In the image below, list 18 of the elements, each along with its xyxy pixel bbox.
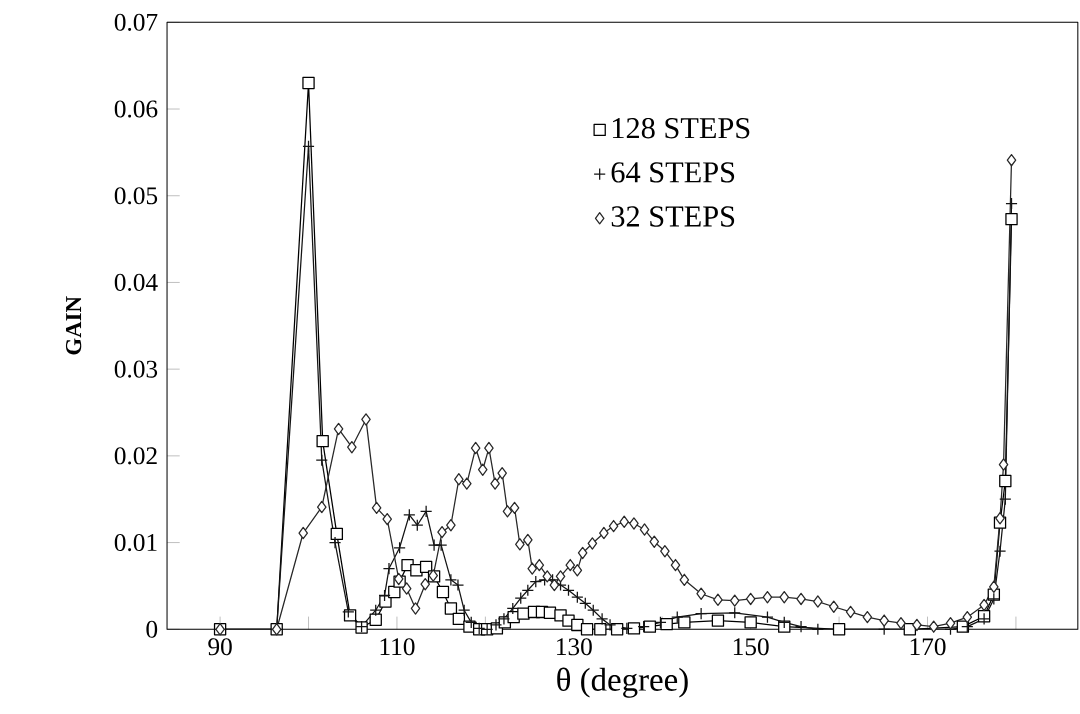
y-tick-label: 0.03 [114,360,158,378]
legend-label: 32 STEPS [611,206,735,227]
y-axis-title: GAIN [65,296,82,355]
y-tick-label: 0 [146,620,158,638]
x-tick-label: 130 [557,638,592,656]
x-tick-label: 170 [910,638,946,656]
y-tick-label: 0.07 [114,13,158,31]
x-axis-title: θ (degree) [557,667,688,698]
x-tick-label: 110 [380,638,415,656]
y-tick-label: 0.05 [114,187,158,205]
y-tick-label: 0.04 [114,273,158,291]
legend-label: 128 STEPS [612,117,750,139]
x-tick-label: 90 [208,638,232,656]
x-tick-label: 150 [733,638,769,656]
y-tick-label: 0.06 [114,100,158,118]
y-tick-label: 0.01 [114,533,157,552]
y-tick-label: 0.02 [114,447,157,465]
legend-label: 64 STEPS [611,162,735,183]
